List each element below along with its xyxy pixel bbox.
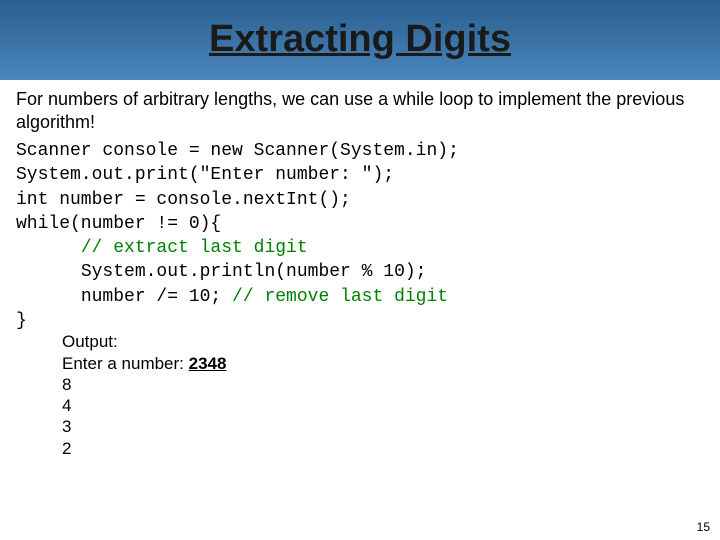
output-block: Output: Enter a number: 2348 8 4 3 2 [62, 331, 704, 459]
intro-text: For numbers of arbitrary lengths, we can… [16, 88, 704, 133]
code-line-4: while(number != 0){ [16, 214, 221, 234]
code-line-8: } [16, 311, 27, 331]
code-line-1: Scanner console = new Scanner(System.in)… [16, 141, 459, 161]
output-result: 8 [62, 374, 704, 395]
output-result: 3 [62, 416, 704, 437]
title-banner: Extracting Digits [0, 0, 720, 80]
output-input-value: 2348 [189, 354, 227, 373]
code-comment-extract: // extract last digit [81, 238, 308, 258]
output-result: 2 [62, 438, 704, 459]
slide-body: For numbers of arbitrary lengths, we can… [0, 80, 720, 459]
code-line-6: System.out.println(number % 10); [81, 262, 427, 282]
slide-title: Extracting Digits [0, 18, 720, 61]
output-prompt-text: Enter a number: [62, 354, 189, 373]
code-comment-remove: // remove last digit [232, 287, 448, 307]
output-result: 4 [62, 395, 704, 416]
output-prompt: Enter a number: 2348 [62, 353, 704, 374]
code-line-7a: number /= 10; [81, 287, 232, 307]
code-block: Scanner console = new Scanner(System.in)… [16, 139, 704, 333]
code-line-2: System.out.print("Enter number: "); [16, 165, 394, 185]
code-line-3: int number = console.nextInt(); [16, 190, 351, 210]
page-number: 15 [697, 520, 710, 534]
output-label: Output: [62, 331, 704, 352]
